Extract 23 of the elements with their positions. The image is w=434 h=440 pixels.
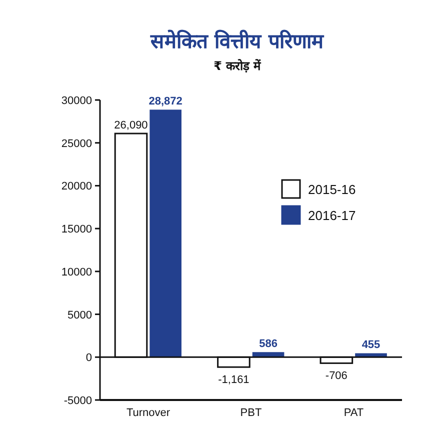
x-tick-label: PAT — [344, 407, 364, 419]
y-tick-label: 15000 — [61, 224, 92, 236]
bar — [150, 110, 182, 358]
y-tick-label: 20000 — [61, 180, 92, 193]
y-tick-label: 25000 — [61, 138, 92, 150]
y-tick-label: 10000 — [61, 266, 92, 278]
x-tick-label: Turnover — [126, 407, 170, 419]
bar — [355, 353, 387, 358]
legend-label: 2015-16 — [308, 182, 356, 197]
legend-label: 2016-17 — [308, 208, 356, 223]
y-tick-label: -5000 — [64, 395, 92, 407]
y-tick-label: 30000 — [61, 95, 92, 107]
chart-title: समेकित वित्तीय परिणाम — [150, 29, 324, 53]
data-label: 586 — [259, 338, 278, 350]
data-label: -706 — [325, 370, 348, 382]
data-label: 455 — [362, 339, 380, 352]
data-label: 28,872 — [148, 96, 182, 108]
chart-subtitle: ₹ करोड़ में — [214, 59, 262, 73]
y-tick-label: 5000 — [68, 309, 92, 322]
y-tick-label: 0 — [86, 352, 92, 364]
data-label: -1,161 — [218, 374, 250, 386]
x-tick-label: PBT — [240, 407, 262, 419]
data-label: 26,090 — [114, 120, 148, 132]
